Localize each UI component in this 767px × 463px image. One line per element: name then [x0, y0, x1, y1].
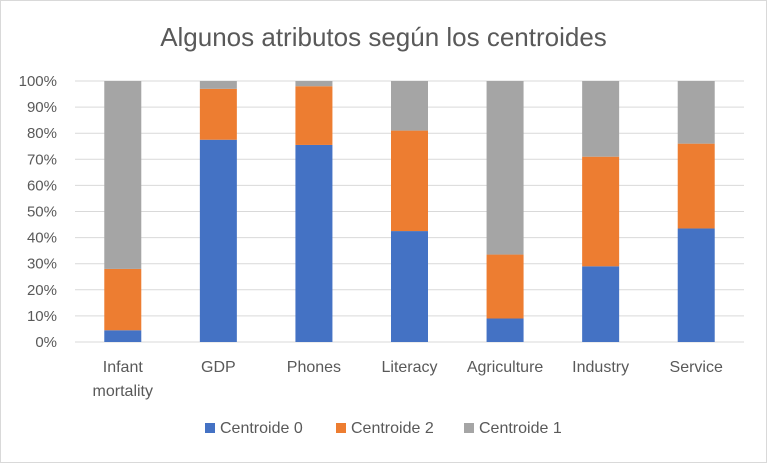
bar-segment: [295, 144, 333, 342]
x-tick-label: Industry: [572, 359, 629, 376]
bar-segment: [391, 130, 428, 232]
bar-segment: [199, 81, 237, 89]
bar-segment: [391, 81, 428, 131]
bar-segment: [486, 81, 524, 255]
bar-segment: [582, 156, 620, 267]
y-tick-label: 20%: [27, 282, 57, 299]
y-tick-label: 90%: [27, 99, 57, 116]
y-tick-label: 40%: [27, 230, 57, 247]
y-tick-label: 50%: [27, 204, 57, 221]
legend-label: Centroide 1: [479, 420, 562, 437]
y-tick-label: 0%: [35, 334, 57, 351]
x-tick-label: Phones: [287, 359, 341, 376]
bar-segment: [677, 228, 715, 342]
x-tick-label: Infant mortality: [93, 359, 153, 400]
bar-segment: [295, 81, 333, 87]
bar-segment: [582, 266, 620, 342]
x-tick-label: Agriculture: [467, 359, 544, 376]
y-tick-label: 100%: [19, 73, 57, 90]
legend-swatch: [205, 423, 215, 433]
bar-segment: [104, 81, 142, 269]
x-tick-label: GDP: [201, 359, 236, 376]
bar-segment: [104, 268, 142, 331]
y-tick-label: 70%: [27, 151, 57, 168]
y-tick-label: 30%: [27, 256, 57, 273]
bar-segment: [295, 86, 333, 145]
chart-title: Algunos atributos según los centroides: [160, 22, 607, 52]
bar-segment: [391, 231, 428, 342]
bar-segment: [486, 254, 524, 319]
bar-segment: [486, 318, 524, 342]
y-tick-label: 10%: [27, 308, 57, 325]
bar-segment: [104, 330, 142, 342]
bar-segment: [199, 139, 237, 342]
y-tick-label: 60%: [27, 177, 57, 194]
y-tick-label: 80%: [27, 125, 57, 142]
bar-segment: [199, 88, 237, 140]
bar-segment: [677, 81, 715, 144]
x-tick-label: Literacy: [381, 359, 437, 376]
legend-label: Centroide 0: [220, 420, 303, 437]
bar-segment: [677, 143, 715, 229]
legend-label: Centroide 2: [351, 420, 434, 437]
x-tick-label: Service: [670, 359, 723, 376]
legend-swatch: [336, 423, 346, 433]
bar-segment: [582, 81, 620, 157]
legend-swatch: [464, 423, 474, 433]
